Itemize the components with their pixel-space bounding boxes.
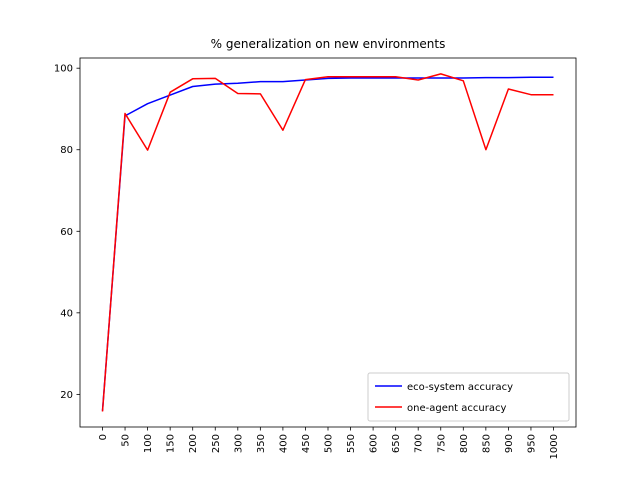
x-tick-label: 350	[256, 434, 267, 453]
x-tick-label: 0	[98, 434, 109, 440]
legend-box	[367, 372, 570, 422]
x-tick-label: 500	[324, 434, 335, 453]
y-tick-label: 100	[54, 64, 73, 75]
x-tick-label: 150	[166, 434, 177, 453]
x-tick-label: 650	[391, 434, 402, 453]
x-tick-label: 950	[526, 434, 537, 453]
x-tick-label: 100	[143, 434, 154, 453]
y-tick-label: 40	[60, 308, 73, 319]
x-tick-label: 200	[188, 434, 199, 453]
legend-label: one-agent accuracy	[407, 403, 506, 414]
axes-frame	[79, 57, 577, 428]
x-tick-label: 1000	[549, 434, 560, 459]
y-tick-label: 60	[60, 227, 73, 238]
x-tick-label: 550	[346, 434, 357, 453]
x-tick-label: 600	[369, 434, 380, 453]
y-tick-label: 20	[60, 390, 73, 401]
x-tick-label: 400	[278, 434, 289, 453]
x-tick-label: 50	[121, 434, 132, 447]
x-tick-label: 800	[459, 434, 470, 453]
y-tick-label: 80	[60, 145, 73, 156]
x-tick-label: 900	[504, 434, 515, 453]
series-line-1	[101, 76, 554, 411]
x-tick-label: 250	[211, 434, 222, 453]
x-tick-label: 750	[436, 434, 447, 453]
x-tick-label: 700	[414, 434, 425, 453]
x-tick-label: 450	[301, 434, 312, 453]
x-tick-label: 850	[481, 434, 492, 453]
series-line-2	[101, 73, 554, 412]
x-tick-label: 300	[233, 434, 244, 453]
chart-title: % generalization on new environments	[211, 37, 446, 51]
legend: eco-system accuracy one-agent accuracy	[367, 372, 570, 422]
legend-label: eco-system accuracy	[407, 382, 513, 393]
